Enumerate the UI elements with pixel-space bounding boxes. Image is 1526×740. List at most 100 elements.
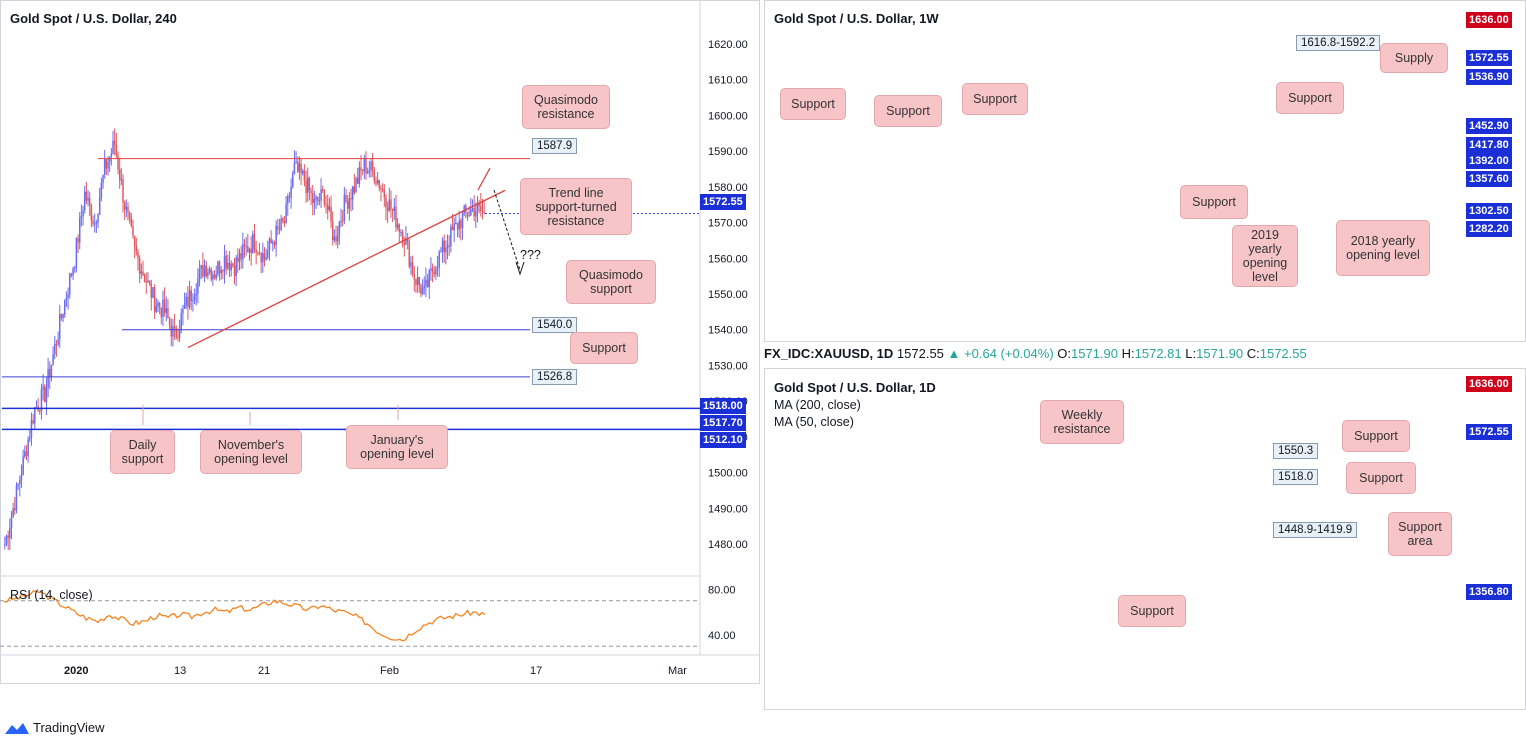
left-candle <box>433 272 435 275</box>
left-candle <box>250 248 252 254</box>
left-candle <box>93 223 96 225</box>
left-candle <box>378 179 381 189</box>
left-candle <box>20 474 23 480</box>
left-candle <box>24 451 26 457</box>
left-candle <box>225 255 227 269</box>
left-candle <box>328 206 331 211</box>
left-candle <box>348 198 351 209</box>
question-marks: ??? <box>520 248 541 262</box>
left-candle <box>448 245 450 247</box>
left-candle <box>340 220 342 222</box>
left-candle <box>263 253 266 260</box>
left-candle <box>103 159 106 175</box>
left-y-tick-label: 1550.00 <box>708 289 748 301</box>
left-candle <box>308 177 311 191</box>
left-candle <box>255 249 257 253</box>
left-candle <box>9 528 11 539</box>
left-candle <box>435 268 437 275</box>
left-candle <box>34 407 36 424</box>
daily-callout-support-2: Support <box>1346 462 1416 494</box>
left-candle <box>275 225 277 245</box>
left-red-arrow <box>477 167 491 191</box>
left-candle <box>4 544 6 546</box>
left-candle <box>358 167 361 184</box>
left-candle <box>148 280 151 284</box>
daily-callout-weekly-resistance: Weekly resistance <box>1040 400 1124 444</box>
left-candle <box>192 300 194 302</box>
left-candle <box>130 217 133 227</box>
left-y-tick-label: 1540.00 <box>708 325 748 337</box>
left-candle <box>443 240 445 253</box>
left-candle <box>243 244 246 247</box>
left-candle <box>208 269 211 273</box>
left-candle <box>112 140 114 154</box>
left-candle <box>125 206 128 210</box>
left-candle <box>175 328 178 338</box>
daily-price-label-current: 1572.55 <box>1466 424 1512 440</box>
left-candle <box>182 308 184 314</box>
left-candle <box>297 161 299 172</box>
left-candle <box>333 236 336 241</box>
left-candle <box>70 273 73 276</box>
weekly-callout-supply: Supply <box>1380 43 1448 73</box>
rsi-tick-label: 80.00 <box>708 584 736 596</box>
left-candle <box>240 253 242 260</box>
weekly-price-label-1536: 1536.90 <box>1466 69 1512 85</box>
left-candle <box>118 169 121 180</box>
level-label-1587: 1587.9 <box>532 138 578 154</box>
left-candle <box>303 170 306 181</box>
legend-low: 1571.90 <box>1196 346 1244 361</box>
left-x-tick-label: Feb <box>380 665 399 677</box>
left-x-tick-label: Mar <box>668 665 687 677</box>
tradingview-logo[interactable]: TradingView <box>4 720 105 735</box>
left-candle <box>49 368 51 378</box>
weekly-callout-support-2: Support <box>874 95 942 127</box>
left-candle <box>396 224 399 228</box>
left-candle <box>257 252 259 254</box>
left-candle <box>481 211 484 213</box>
left-candle <box>145 282 148 284</box>
left-candle <box>386 207 389 211</box>
rsi-tick-label: 40.00 <box>708 630 736 642</box>
left-candle <box>158 302 161 308</box>
left-candle <box>128 212 131 218</box>
left-candle <box>90 204 93 221</box>
left-candle <box>293 162 296 174</box>
left-candle <box>421 288 424 294</box>
left-candle <box>245 246 247 248</box>
left-candle <box>155 305 158 312</box>
left-candle <box>353 186 356 193</box>
left-candle <box>451 226 454 231</box>
legend-close: 1572.55 <box>1259 346 1307 361</box>
left-candle <box>302 170 304 174</box>
left-candle <box>401 232 404 244</box>
left-candle <box>280 218 282 230</box>
left-projection-arrow <box>493 189 521 271</box>
left-candle <box>278 228 281 230</box>
symbol-legend: FX_IDC:XAUUSD, 1D 1572.55 ▲ +0.64 (+0.04… <box>764 346 1307 361</box>
left-candle <box>65 297 68 301</box>
left-candle <box>248 248 251 253</box>
left-candle <box>475 211 477 217</box>
left-candle <box>167 308 169 319</box>
left-candle <box>272 242 274 244</box>
daily-callout-support-3: Support <box>1118 595 1186 627</box>
left-candle <box>105 159 108 169</box>
left-candle <box>411 262 414 275</box>
left-candle <box>78 217 81 243</box>
left-candle <box>366 171 369 174</box>
left-candle <box>210 269 212 280</box>
left-x-tick-label: 17 <box>530 665 542 677</box>
left-candle <box>470 209 472 216</box>
left-candle <box>39 410 41 412</box>
left-candle <box>425 279 427 286</box>
left-candle <box>277 225 279 229</box>
left-price-label-1512-10: 1512.10 <box>700 432 746 448</box>
left-candle <box>391 209 394 211</box>
callout-support-left: Support <box>570 332 638 364</box>
left-candle <box>350 198 352 200</box>
left-x-tick-label: 2020 <box>64 665 88 677</box>
left-candle <box>108 156 111 162</box>
left-candle <box>306 177 309 193</box>
left-candle <box>188 290 191 307</box>
